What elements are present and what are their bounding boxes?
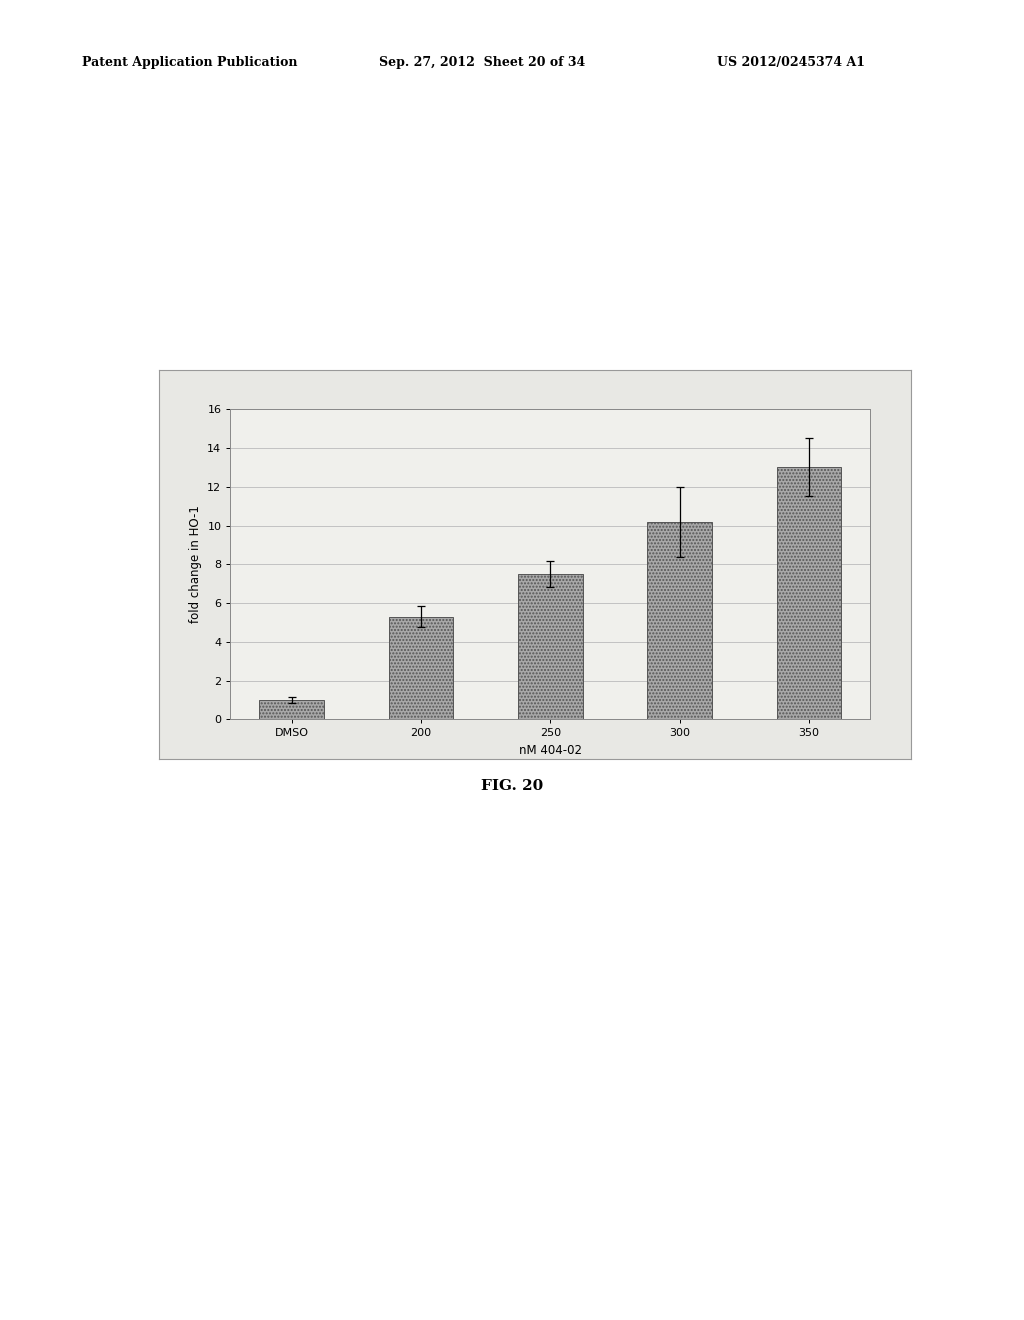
Text: Sep. 27, 2012  Sheet 20 of 34: Sep. 27, 2012 Sheet 20 of 34: [379, 55, 585, 69]
Bar: [776, 467, 842, 719]
Bar: [389, 616, 454, 719]
Bar: [518, 574, 583, 719]
Text: Patent Application Publication: Patent Application Publication: [82, 55, 297, 69]
Text: FIG. 20: FIG. 20: [481, 779, 543, 793]
Text: US 2012/0245374 A1: US 2012/0245374 A1: [717, 55, 865, 69]
Bar: [259, 700, 325, 719]
X-axis label: nM 404-02: nM 404-02: [519, 744, 582, 756]
Bar: [647, 521, 712, 719]
Y-axis label: fold change in HO-1: fold change in HO-1: [188, 506, 202, 623]
